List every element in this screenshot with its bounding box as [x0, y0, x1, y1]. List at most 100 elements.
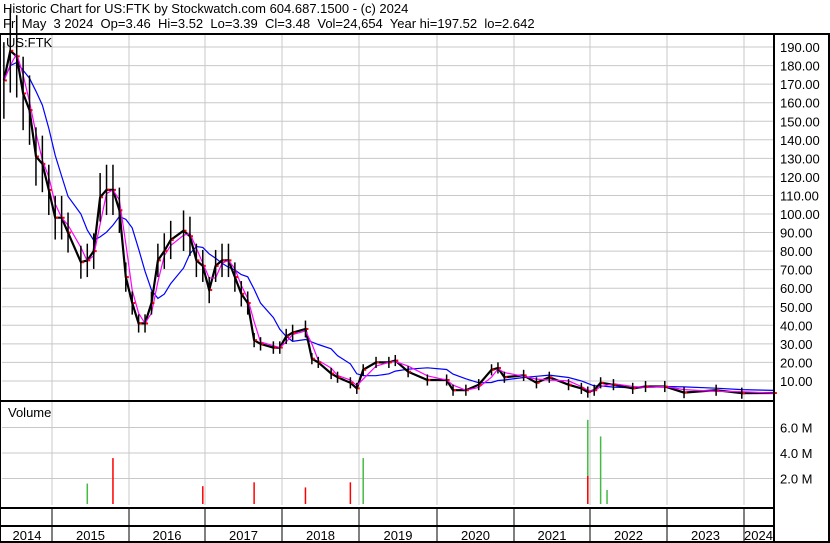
close-tick — [569, 383, 572, 386]
close-tick — [280, 346, 283, 349]
close-tick — [203, 264, 206, 267]
close-tick — [69, 231, 72, 234]
x-tick-label: 2019 — [384, 528, 413, 543]
close-tick — [36, 155, 39, 158]
close-tick — [133, 302, 136, 305]
close-tick — [447, 379, 450, 382]
close-tick — [364, 368, 367, 371]
volume-bar — [202, 486, 204, 504]
close-tick — [338, 376, 341, 379]
close-tick — [139, 322, 142, 325]
close-tick — [396, 359, 399, 362]
close-tick — [665, 385, 668, 388]
volume-tick-label: 4.0 M — [780, 446, 813, 461]
chart-title: Historic Chart for US:FTK by Stockwatch.… — [3, 1, 409, 16]
volume-bar — [606, 489, 608, 504]
y-tick-label: 110.00 — [780, 188, 819, 203]
close-tick — [550, 376, 553, 379]
close-tick — [223, 259, 226, 262]
close-tick — [582, 387, 585, 390]
close-tick — [81, 261, 84, 264]
y-tick-label: 30.00 — [780, 337, 813, 352]
close-tick — [146, 322, 149, 325]
close-tick — [505, 376, 508, 379]
close-tick — [248, 302, 251, 305]
volume-bar — [304, 487, 307, 504]
close-tick — [742, 392, 745, 395]
close-tick — [152, 302, 155, 305]
close-tick — [88, 259, 91, 262]
close-tick — [216, 264, 219, 267]
close-tick — [614, 383, 617, 386]
close-tick — [4, 79, 7, 82]
y-tick-label: 180.00 — [780, 59, 820, 74]
close-tick — [498, 366, 501, 369]
close-tick — [357, 387, 360, 390]
close-tick — [454, 389, 457, 392]
quote-summary: Fri May 3 2024 Op=3.46 Hi=3.52 Lo=3.39 C… — [3, 16, 535, 31]
volume-tick-label: 2.0 M — [780, 472, 813, 487]
x-tick-label: 2018 — [306, 528, 335, 543]
close-tick — [524, 374, 527, 377]
close-tick — [595, 389, 598, 392]
close-tick — [235, 276, 238, 279]
y-tick-label: 50.00 — [780, 300, 813, 315]
y-tick-label: 90.00 — [780, 226, 813, 241]
close-tick — [588, 391, 591, 394]
y-tick-label: 80.00 — [780, 244, 813, 259]
close-tick — [466, 389, 469, 392]
volume-tick-label: 6.0 M — [780, 421, 813, 436]
close-tick — [306, 328, 309, 331]
x-tick-label: 2016 — [153, 528, 182, 543]
y-tick-label: 60.00 — [780, 281, 813, 296]
close-tick — [184, 229, 187, 232]
close-tick — [389, 361, 392, 364]
volume-bar — [112, 458, 114, 504]
x-tick-label: 2024 — [744, 528, 773, 543]
close-tick — [287, 335, 290, 338]
close-tick — [633, 387, 636, 390]
volume-bar — [349, 482, 352, 504]
x-tick-label: 2021 — [538, 528, 567, 543]
volume-bar — [587, 475, 589, 504]
y-tick-label: 150.00 — [780, 114, 820, 129]
close-tick — [312, 357, 315, 360]
close-tick — [17, 55, 20, 58]
chart-frame — [0, 33, 830, 543]
close-tick — [101, 196, 104, 199]
volume-bar — [599, 436, 602, 504]
close-tick — [11, 49, 14, 52]
close-tick — [409, 370, 412, 373]
y-tick-label: 160.00 — [780, 96, 820, 111]
close-tick — [255, 339, 258, 342]
volume-label: Volume — [8, 405, 51, 420]
close-tick — [171, 238, 174, 241]
close-tick — [94, 250, 97, 253]
volume-bar — [86, 483, 89, 504]
x-tick-label: 2015 — [76, 528, 105, 543]
close-tick — [107, 188, 110, 191]
close-tick — [43, 162, 46, 165]
symbol-label: US:FTK — [6, 35, 53, 50]
close-tick — [428, 379, 431, 382]
close-tick — [601, 381, 604, 384]
x-tick-label: 2017 — [229, 528, 258, 543]
close-tick — [319, 361, 322, 364]
close-tick — [242, 292, 245, 295]
close-tick — [30, 109, 33, 112]
close-tick — [197, 259, 200, 262]
close-tick — [293, 331, 296, 334]
close-tick — [261, 342, 264, 345]
close-tick — [49, 188, 52, 191]
y-tick-label: 40.00 — [780, 318, 813, 333]
y-tick-label: 170.00 — [780, 77, 820, 92]
close-tick — [113, 188, 116, 191]
y-tick-label: 70.00 — [780, 263, 813, 278]
close-tick — [62, 216, 65, 219]
close-tick — [717, 389, 720, 392]
volume-bar — [587, 419, 589, 504]
close-tick — [479, 383, 482, 386]
close-tick — [56, 216, 59, 219]
close-tick — [158, 259, 161, 262]
close-tick — [126, 276, 129, 279]
